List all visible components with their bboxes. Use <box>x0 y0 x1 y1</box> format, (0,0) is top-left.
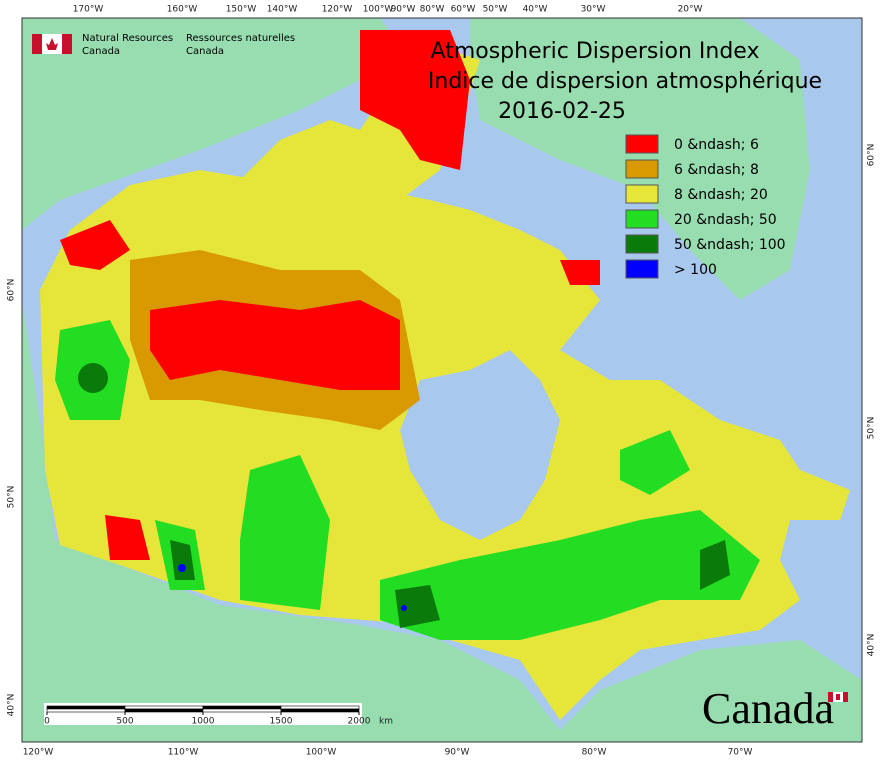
hudson-bay <box>400 350 560 540</box>
agency-en: Canada <box>82 46 120 57</box>
lon-label: 80°W <box>420 5 445 15</box>
land-greenland <box>470 18 810 300</box>
maple-leaf <box>46 38 58 50</box>
lat-label: 50°N <box>867 417 877 440</box>
scale-label: 500 <box>116 717 133 727</box>
scale-segment <box>280 705 360 710</box>
land-alaska-arctic <box>22 18 410 230</box>
flag-bar <box>62 34 72 54</box>
lon-label: 100°W <box>306 748 337 758</box>
lon-label: 40°W <box>523 5 548 15</box>
blue-area <box>401 605 407 611</box>
scale-label: 0 <box>44 717 50 727</box>
lon-label: 70°W <box>728 748 753 758</box>
lat-label: 60°N <box>867 144 877 167</box>
dark-green-area <box>700 540 730 590</box>
agency-fr: Canada <box>186 46 224 57</box>
green-area <box>620 430 690 495</box>
lon-label: 110°W <box>168 748 199 758</box>
lon-label: 60°W <box>451 5 476 15</box>
legend-swatch <box>625 134 659 154</box>
legend-label: 8 &ndash; 20 <box>674 187 768 203</box>
lon-label: 140°W <box>267 5 298 15</box>
scale-segment <box>46 705 126 710</box>
scale-segment <box>202 708 282 713</box>
lat-label: 50°N <box>7 486 17 509</box>
red-area <box>105 515 150 560</box>
scale-segment <box>124 708 204 713</box>
legend-swatch <box>625 209 659 229</box>
scale-label: 2000 <box>348 717 371 727</box>
legend-label: > 100 <box>674 262 717 278</box>
legend-label: 20 &ndash; 50 <box>674 212 777 228</box>
lat-label: 40°N <box>867 634 877 657</box>
lon-label: 170°W <box>73 5 104 15</box>
legend-swatch <box>625 234 659 254</box>
scale-segment <box>124 705 204 710</box>
lon-label: 90°W <box>391 5 416 15</box>
lon-label: 120°W <box>23 748 54 758</box>
scale-label: 1000 <box>192 717 215 727</box>
wordmark-flag <box>836 694 840 700</box>
red-area <box>60 220 130 270</box>
dark-green-area <box>170 540 195 580</box>
red-area <box>150 300 400 390</box>
scale-segment <box>46 708 126 713</box>
flag-bar <box>32 34 42 54</box>
wordmark: Canada <box>702 684 834 733</box>
red-area <box>560 260 600 285</box>
lon-label: 20°W <box>678 5 703 15</box>
agency-en: Natural Resources <box>82 33 173 44</box>
dark-green-area <box>395 585 440 628</box>
lat-label: 40°N <box>7 694 17 717</box>
scale-segment <box>202 705 282 710</box>
scale-bar: 0 500 1000 1500 2000 km <box>44 705 393 727</box>
lon-label: 90°W <box>445 748 470 758</box>
title: Indice de dispersion atmosphérique <box>428 69 822 94</box>
land-us <box>22 300 862 742</box>
legend-label: 6 &ndash; 8 <box>674 162 759 178</box>
red-area <box>360 30 470 170</box>
lon-label: 160°W <box>167 5 198 15</box>
agency-fr: Ressources naturelles <box>186 33 295 44</box>
legend-swatch <box>625 159 659 179</box>
legend-swatch <box>625 184 659 204</box>
lat-label: 60°N <box>7 279 17 302</box>
title-date: 2016-02-25 <box>498 99 626 124</box>
scale-unit: km <box>379 717 393 727</box>
scale-segment <box>280 708 360 713</box>
green-area <box>380 510 760 640</box>
green-area <box>240 455 330 610</box>
lon-label: 120°W <box>322 5 353 15</box>
map-frame <box>21 17 863 743</box>
scale-label: 1500 <box>270 717 293 727</box>
lon-label: 80°W <box>582 748 607 758</box>
legend-swatch <box>625 259 659 279</box>
legend-label: 0 &ndash; 6 <box>674 137 759 153</box>
lon-label: 30°W <box>581 5 606 15</box>
title: Atmospheric Dispersion Index <box>431 39 760 64</box>
blue-area <box>178 564 186 572</box>
legend-label: 50 &ndash; 100 <box>674 237 786 253</box>
lon-label: 100°W <box>363 5 394 15</box>
dark-green-area <box>78 363 108 393</box>
lon-label: 150°W <box>226 5 257 15</box>
lon-label: 50°W <box>483 5 508 15</box>
